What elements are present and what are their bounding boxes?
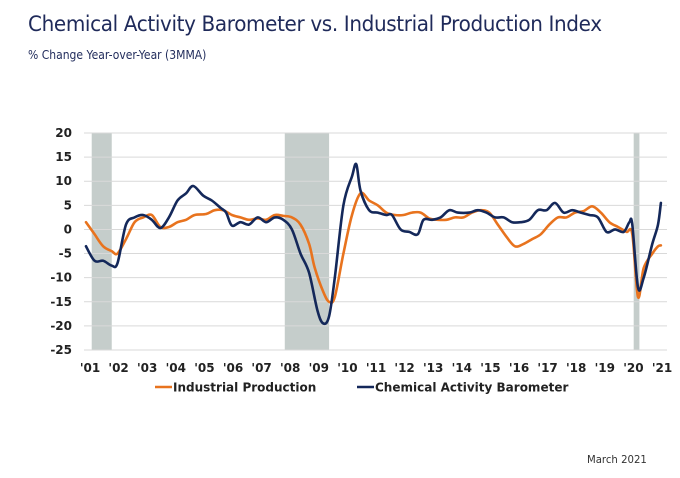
y-tick-label: -25 xyxy=(50,343,72,357)
y-axis-ticks: 20 15 10 5 0 -5 -10 -15 -20 -25 xyxy=(50,126,72,357)
x-tick-label: '16 xyxy=(509,361,529,375)
x-tick-label: '20 xyxy=(623,361,643,375)
x-tick-label: '21 xyxy=(652,361,672,375)
recession-band xyxy=(633,133,640,350)
x-tick-label: '03 xyxy=(137,361,157,375)
series-lines xyxy=(84,162,663,326)
x-tick-label: '19 xyxy=(595,361,615,375)
chart-subtitle: % Change Year-over-Year (3MMA) xyxy=(28,48,207,62)
x-tick-label: '06 xyxy=(223,361,243,375)
y-tick-label: -20 xyxy=(50,319,72,333)
y-tick-label: -10 xyxy=(50,271,72,285)
y-tick-label: 20 xyxy=(55,126,72,140)
chart-title: Chemical Activity Barometer vs. Industri… xyxy=(28,12,602,37)
recession-band xyxy=(91,133,112,350)
x-tick-label: '08 xyxy=(280,361,300,375)
y-tick-label: 10 xyxy=(55,174,72,188)
x-tick-label: '01 xyxy=(80,361,100,375)
x-tick-label: '14 xyxy=(452,361,472,375)
chemical-activity-barometer-line xyxy=(84,162,663,326)
y-tick-label: 5 xyxy=(64,198,72,212)
y-tick-label: -5 xyxy=(59,247,72,261)
y-tick-label: 15 xyxy=(55,150,72,164)
y-tick-label: -15 xyxy=(50,295,72,309)
legend: Industrial Production Chemical Activity B… xyxy=(155,381,568,395)
y-tick-label: 0 xyxy=(64,222,72,236)
legend-label: Chemical Activity Barometer xyxy=(375,381,568,395)
x-tick-label: '07 xyxy=(251,361,271,375)
x-tick-label: '02 xyxy=(108,361,128,375)
x-tick-label: '18 xyxy=(566,361,586,375)
x-tick-label: '11 xyxy=(366,361,386,375)
x-tick-label: '17 xyxy=(537,361,557,375)
x-tick-label: '12 xyxy=(394,361,414,375)
x-tick-label: '15 xyxy=(480,361,500,375)
x-tick-label: '09 xyxy=(309,361,329,375)
recession-bands xyxy=(91,133,640,350)
x-tick-label: '13 xyxy=(423,361,443,375)
legend-label: Industrial Production xyxy=(173,381,316,395)
gridlines xyxy=(84,132,667,351)
x-tick-label: '10 xyxy=(337,361,357,375)
x-axis-ticks: '01 '02 '03 '04 '05 '06 '07 '08 '09 '10 '11 '12 '13 '… xyxy=(80,361,672,375)
x-tick-label: '05 xyxy=(194,361,214,375)
x-tick-label: '04 xyxy=(166,361,186,375)
report-date: March 2021 xyxy=(587,453,647,466)
